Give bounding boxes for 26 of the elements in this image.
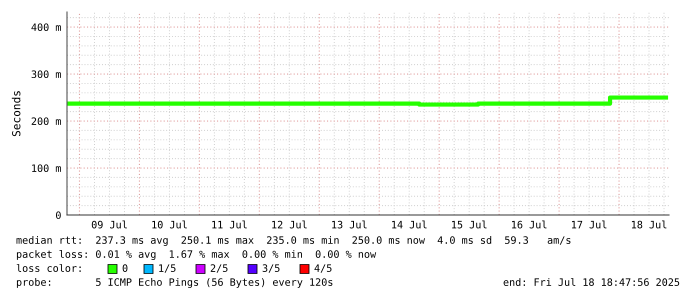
x-tick-label: 17 Jul (572, 220, 606, 228)
legend-title: loss color: (16, 264, 81, 272)
x-tick-label: 15 Jul (452, 220, 486, 228)
y-tick-label: 400 m (31, 23, 61, 32)
text: end: Fri Jul 18 18:47:56 2025 (504, 278, 680, 286)
x-tick-label: 12 Jul (272, 220, 307, 228)
x-tick-label: 10 Jul (152, 220, 187, 228)
legend-label: 3/5 (262, 264, 280, 273)
y-tick-label: 100 m (32, 164, 61, 172)
legend-label: 1/5 (159, 264, 176, 273)
text: probe: 5 ICMP Echo Pings (56 Bytes) every 120s (16, 278, 332, 288)
y-tick-label: 0 (56, 211, 61, 220)
x-tick-label: 11 Jul (212, 220, 247, 228)
y-tick-label: 300 m (32, 70, 61, 78)
x-tick-label: 09 Jul (92, 220, 127, 228)
x-tick-label: 13 Jul (332, 220, 367, 228)
text: packet loss: 0.01 % avg 1.67 % max 0.00 % min 0.00 % now (16, 250, 376, 260)
x-tick-label: 18 Jul (632, 220, 666, 228)
legend-label: 2/5 (210, 264, 228, 273)
y-axis-title: Seconds (12, 91, 20, 136)
text: median rtt: 237.3 ms avg 250.1 ms max 235.0 ms min 250.0 ms now 4.0 ms sd 59.3 am/s (16, 236, 570, 246)
y-tick-label: 200 m (32, 117, 61, 126)
legend-label: 0 (122, 264, 128, 272)
legend-label: 4/5 (314, 264, 332, 273)
x-tick-label: 14 Jul (392, 220, 427, 228)
x-tick-label: 16 Jul (512, 220, 546, 228)
